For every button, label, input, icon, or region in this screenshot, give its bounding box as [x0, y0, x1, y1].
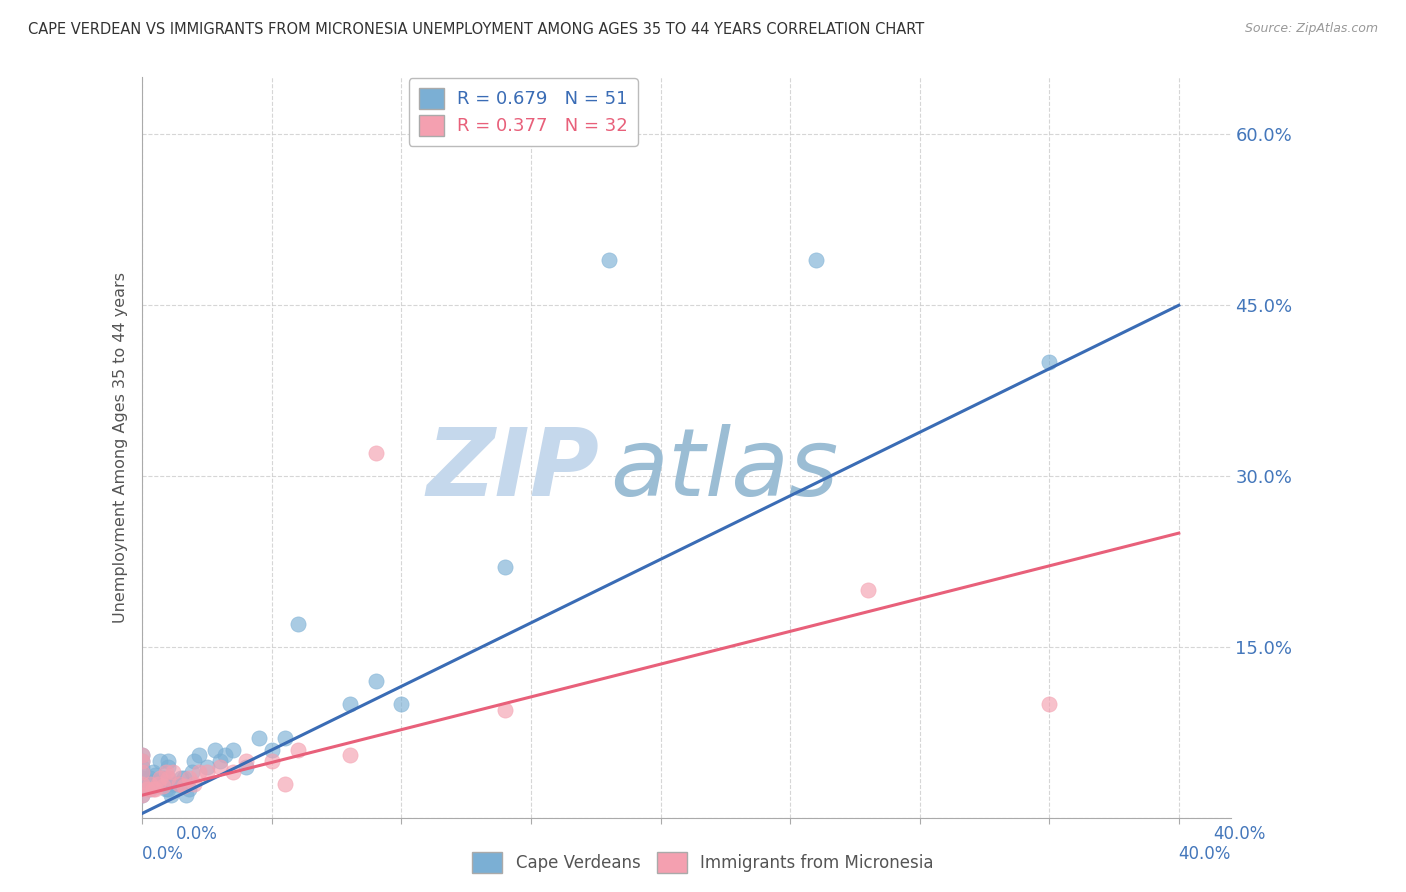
Point [142, 782, 165, 797]
Point [162, 765, 184, 780]
Point [222, 765, 245, 780]
Point [209, 759, 232, 773]
Point [173, 771, 195, 785]
Point [204, 742, 226, 756]
Point [170, 771, 193, 785]
Point [177, 771, 200, 785]
Point [152, 771, 174, 785]
Point [131, 759, 153, 773]
Point [274, 731, 297, 746]
Point [287, 742, 309, 756]
Point [142, 765, 165, 780]
Y-axis label: Unemployment Among Ages 35 to 44 years: Unemployment Among Ages 35 to 44 years [114, 272, 128, 624]
Point [157, 782, 180, 797]
Point [131, 777, 153, 791]
Point [188, 765, 211, 780]
Point [391, 697, 413, 711]
Point [195, 759, 218, 773]
Point [287, 617, 309, 632]
Point [1038, 355, 1060, 369]
Point [157, 754, 180, 768]
Point [856, 583, 879, 598]
Point [149, 771, 172, 785]
Point [247, 731, 270, 746]
Point [131, 765, 153, 780]
Point [173, 779, 195, 793]
Point [157, 771, 180, 785]
Point [143, 782, 166, 797]
Point [339, 697, 361, 711]
Point [131, 754, 153, 768]
Point [598, 252, 620, 267]
Point [143, 767, 166, 781]
Point [167, 777, 190, 791]
Point [222, 742, 245, 756]
Point [139, 782, 162, 797]
Point [235, 759, 257, 773]
Point [804, 252, 827, 267]
Point [157, 771, 180, 785]
Text: atlas: atlas [610, 425, 838, 516]
Point [131, 754, 153, 768]
Point [364, 446, 387, 460]
Text: 0.0%: 0.0% [142, 845, 184, 863]
Text: 40.0%: 40.0% [1178, 845, 1230, 863]
Point [146, 779, 169, 793]
Legend: R = 0.679   N = 51, R = 0.377   N = 32: R = 0.679 N = 51, R = 0.377 N = 32 [409, 78, 638, 145]
Point [176, 788, 198, 802]
Point [131, 771, 153, 785]
Point [165, 777, 187, 791]
Text: ZIP: ZIP [426, 424, 599, 516]
Point [155, 765, 177, 780]
Point [214, 748, 236, 763]
Point [260, 754, 283, 768]
Point [131, 777, 153, 791]
Point [209, 754, 232, 768]
Point [167, 777, 190, 791]
Text: 0.0%: 0.0% [176, 825, 218, 843]
Point [152, 779, 174, 793]
Point [274, 777, 297, 791]
Point [131, 788, 153, 802]
Point [235, 754, 257, 768]
Legend: Cape Verdeans, Immigrants from Micronesia: Cape Verdeans, Immigrants from Micronesi… [465, 846, 941, 880]
Point [177, 782, 200, 797]
Point [155, 782, 177, 797]
Point [183, 754, 205, 768]
Point [136, 782, 159, 797]
Point [1038, 697, 1060, 711]
Point [339, 748, 361, 763]
Point [260, 742, 283, 756]
Point [139, 777, 162, 791]
Point [157, 759, 180, 773]
Point [149, 754, 172, 768]
Point [149, 777, 172, 791]
Text: CAPE VERDEAN VS IMMIGRANTS FROM MICRONESIA UNEMPLOYMENT AMONG AGES 35 TO 44 YEAR: CAPE VERDEAN VS IMMIGRANTS FROM MICRONES… [28, 22, 924, 37]
Point [159, 788, 181, 802]
Point [494, 703, 516, 717]
Point [364, 674, 387, 689]
Point [188, 748, 211, 763]
Text: 40.0%: 40.0% [1213, 825, 1265, 843]
Point [131, 748, 153, 763]
Point [131, 788, 153, 802]
Point [131, 748, 153, 763]
Point [136, 777, 159, 791]
Point [162, 777, 184, 791]
Point [131, 765, 153, 780]
Point [183, 777, 205, 791]
Point [494, 560, 516, 574]
Point [146, 777, 169, 791]
Point [180, 765, 202, 780]
Text: Source: ZipAtlas.com: Source: ZipAtlas.com [1244, 22, 1378, 36]
Point [139, 771, 162, 785]
Point [142, 779, 165, 793]
Point [143, 774, 166, 789]
Point [195, 765, 218, 780]
